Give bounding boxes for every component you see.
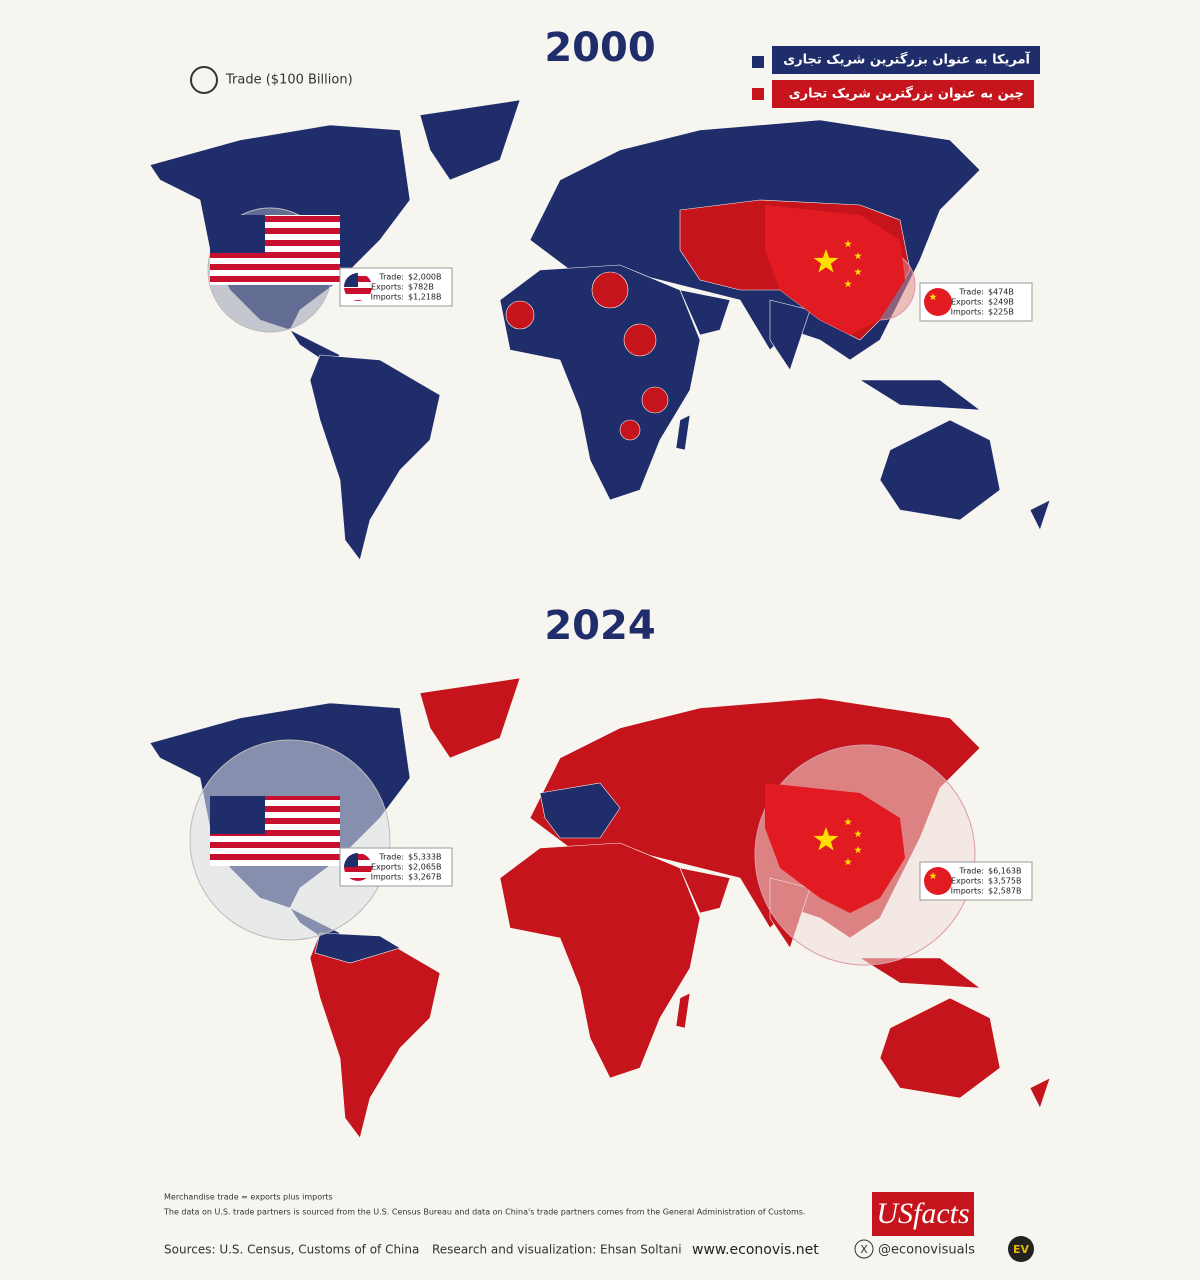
info-label: Exports: [371, 863, 404, 872]
info-label: Exports: [951, 877, 984, 886]
maps: 2000 Trade: $2,000B Exports: $782B Imports: $1… [149, 25, 1051, 1139]
china-partner-region [591, 271, 629, 309]
country-region [1029, 1077, 1051, 1109]
info-label: Imports: [951, 887, 984, 896]
year-title: 2024 [544, 603, 655, 649]
legend-box-china [772, 80, 1034, 108]
legend-label-us: آمریکا به عنوان بزرگترین شریک تجاری [783, 51, 1030, 68]
info-value: $6,163B [988, 867, 1021, 876]
info-label: Exports: [371, 283, 404, 292]
country-region [879, 419, 1001, 521]
country-region [499, 264, 701, 501]
credit: Research and visualization: Ehsan Soltan… [432, 1243, 682, 1257]
size-legend-circle [190, 66, 218, 94]
info-value: $1,218B [408, 293, 441, 302]
world-map: 2024 Trade: $5,333B Exports: $2,065B Imports:… [149, 603, 1051, 1139]
country-region [858, 379, 981, 411]
country-region [1029, 499, 1051, 531]
twitter: @econovisuals [878, 1243, 975, 1258]
flag-icon-china-star [929, 872, 937, 880]
china-flag-star [854, 846, 862, 854]
china-flag [765, 783, 905, 913]
china-partner-region [623, 323, 657, 357]
china-flag-star [844, 818, 852, 826]
legend-swatch-china [752, 88, 764, 100]
info-value: $2,000B [408, 273, 441, 282]
info-label: Imports: [371, 873, 404, 882]
china-partner-region [641, 386, 669, 414]
world-map: 2000 Trade: $2,000B Exports: $782B Imports: $1… [149, 25, 1051, 561]
info-value: $782B [408, 283, 434, 292]
flag-icon-china [924, 867, 952, 895]
country-region [679, 289, 731, 336]
country-region [675, 414, 691, 451]
china-flag-star [854, 830, 862, 838]
info-value: $3,575B [988, 877, 1021, 886]
legend-swatch-us [752, 56, 764, 68]
country-region [858, 957, 981, 989]
flag-icon-china [924, 288, 952, 316]
country-region [679, 867, 731, 914]
flag-icon-us-canton [344, 273, 358, 287]
china-flag-star [844, 240, 852, 248]
country-region [419, 99, 521, 181]
legend-box-us [772, 46, 1040, 74]
country-region [309, 932, 441, 1139]
note: Merchandise trade = exports plus imports [164, 1193, 333, 1202]
badge [1008, 1236, 1034, 1262]
flag-icon-china-star [929, 293, 937, 301]
us-partner-region [314, 932, 401, 964]
footer: Merchandise trade = exports plus imports… [163, 1192, 1034, 1262]
info-value: $2,587B [988, 887, 1021, 896]
sources: Sources: U.S. Census, Customs of of Chin… [164, 1243, 419, 1257]
note: The data on U.S. trade partners is sourc… [163, 1208, 806, 1217]
china-partner-region [505, 300, 535, 330]
info-label: Trade: [958, 288, 984, 297]
logo-box [872, 1192, 974, 1236]
china-flag-star [844, 280, 852, 288]
info-label: Imports: [951, 308, 984, 317]
info-label: Trade: [958, 867, 984, 876]
china-flag-star [844, 858, 852, 866]
us-flag-canton [210, 796, 265, 834]
china-flag-star [813, 827, 839, 851]
us-flag-canton [210, 215, 265, 253]
badge-text: EV [1013, 1243, 1030, 1256]
logo: USfacts [876, 1197, 969, 1230]
info-label: Imports: [371, 293, 404, 302]
info-value: $474B [988, 288, 1014, 297]
china-flag-star [854, 268, 862, 276]
country-region [309, 354, 441, 561]
x-icon-glyph: X [860, 1243, 868, 1256]
info-value: $3,267B [408, 873, 441, 882]
info-value: $5,333B [408, 853, 441, 862]
country-region [419, 677, 521, 759]
info-label: Trade: [378, 273, 404, 282]
info-value: $2,065B [408, 863, 441, 872]
country-region [769, 299, 811, 371]
china-flag-star [813, 249, 839, 273]
size-legend-label: Trade ($100 Billion) [225, 73, 353, 88]
legend: Trade ($100 Billion) آمریکا به عنوان بزر… [190, 46, 1040, 108]
china-flag [765, 205, 905, 335]
us-partner-region [539, 782, 621, 839]
info-value: $249B [988, 298, 1014, 307]
china-partner-region [619, 419, 641, 441]
year-title: 2000 [544, 25, 655, 71]
flag-icon-us-canton [344, 853, 358, 867]
country-region [499, 842, 701, 1079]
website: www.econovis.net [692, 1242, 819, 1258]
info-label: Trade: [378, 853, 404, 862]
info-value: $225B [988, 308, 1014, 317]
china-flag-star [854, 252, 862, 260]
legend-label-china: چین به عنوان بزرگترین شریک تجاری [789, 86, 1024, 102]
x-icon [854, 1239, 874, 1259]
info-label: Exports: [951, 298, 984, 307]
country-region [675, 992, 691, 1029]
country-region [879, 997, 1001, 1099]
